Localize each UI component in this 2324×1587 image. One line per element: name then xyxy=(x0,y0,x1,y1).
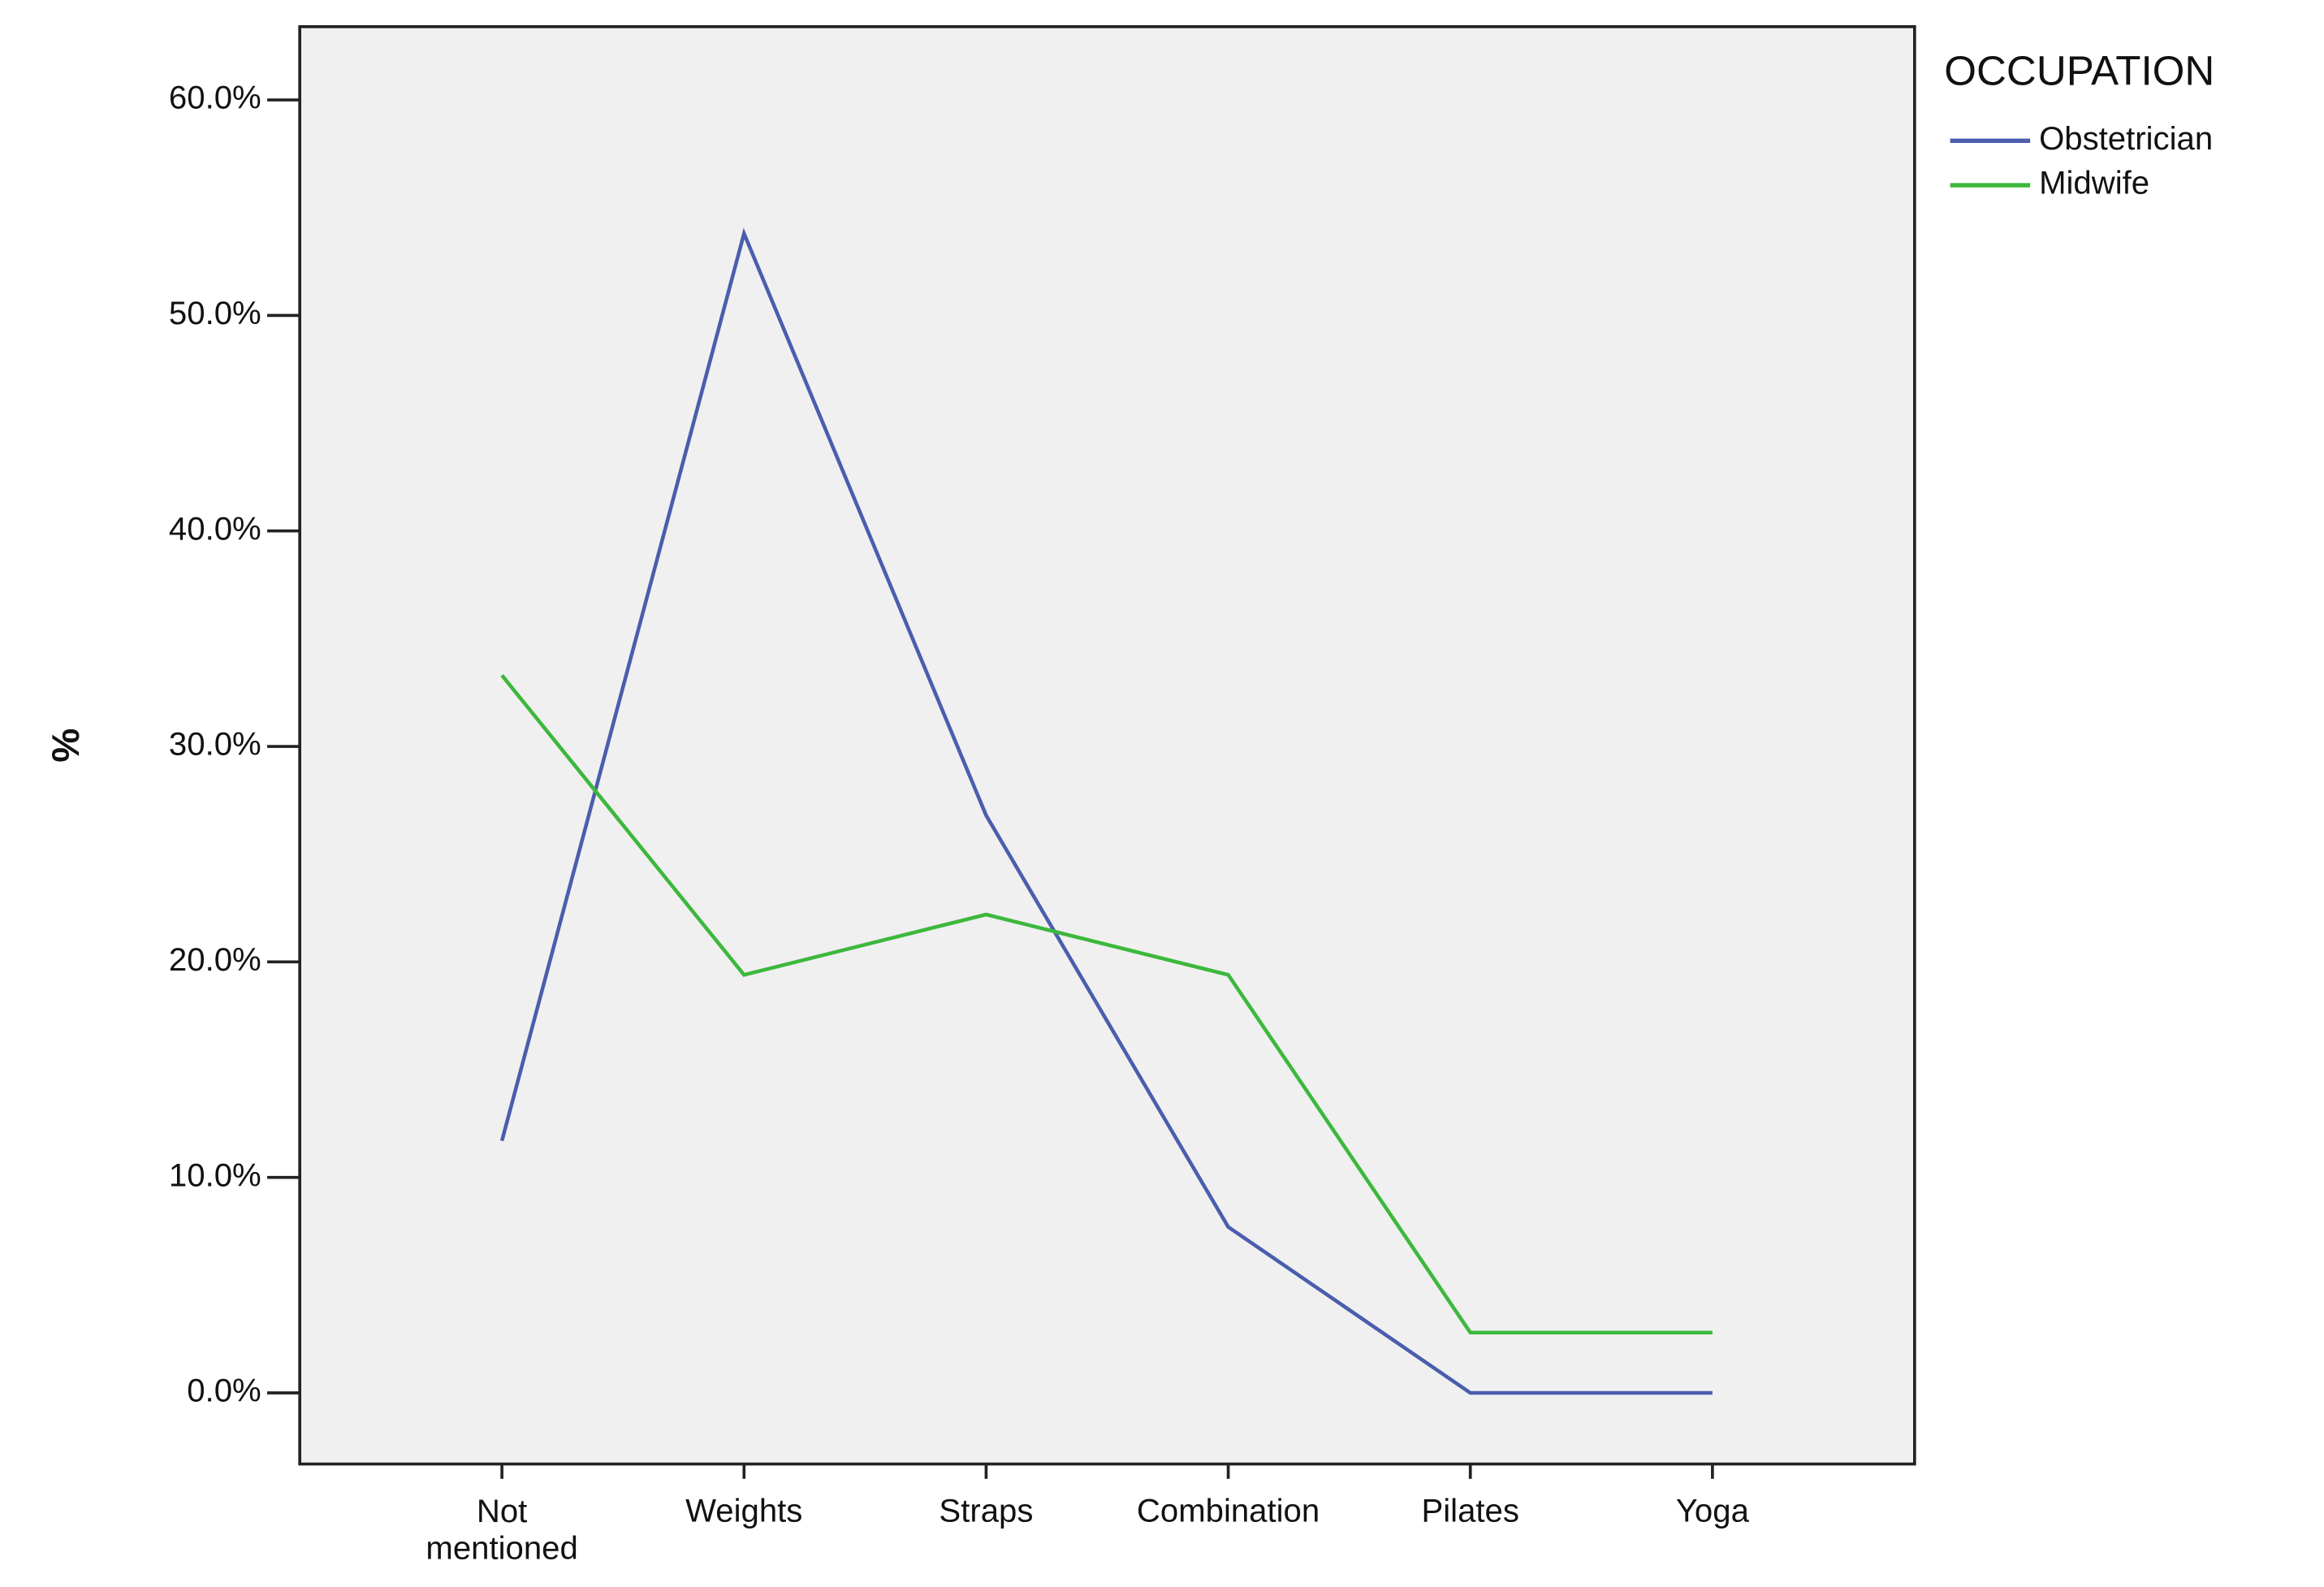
y-tick-label: 40.0% xyxy=(169,510,261,547)
x-tick-label: Yoga xyxy=(1676,1492,1750,1529)
x-tick-label: Not mentioned xyxy=(425,1492,577,1566)
x-tick-label: Pilates xyxy=(1422,1492,1519,1529)
legend-title: OCCUPATION xyxy=(1944,48,2214,94)
y-tick-label: 30.0% xyxy=(169,726,261,763)
x-tick-label: Weights xyxy=(685,1492,802,1529)
plot-area xyxy=(298,25,1916,1466)
y-tick-label: 20.0% xyxy=(169,941,261,978)
x-tick-label: Straps xyxy=(939,1492,1033,1529)
x-tick-label: Combination xyxy=(1137,1492,1320,1529)
y-tick-label: 60.0% xyxy=(169,80,261,116)
legend-label: Midwife xyxy=(2039,165,2149,201)
legend-label: Obstetrician xyxy=(2039,120,2213,157)
y-axis-label: % xyxy=(45,729,88,763)
series-line xyxy=(499,227,1713,1395)
series-line xyxy=(500,674,1713,1335)
y-tick-label: 50.0% xyxy=(169,295,261,331)
y-tick-label: 10.0% xyxy=(169,1157,261,1193)
y-tick-label: 0.0% xyxy=(187,1373,261,1409)
